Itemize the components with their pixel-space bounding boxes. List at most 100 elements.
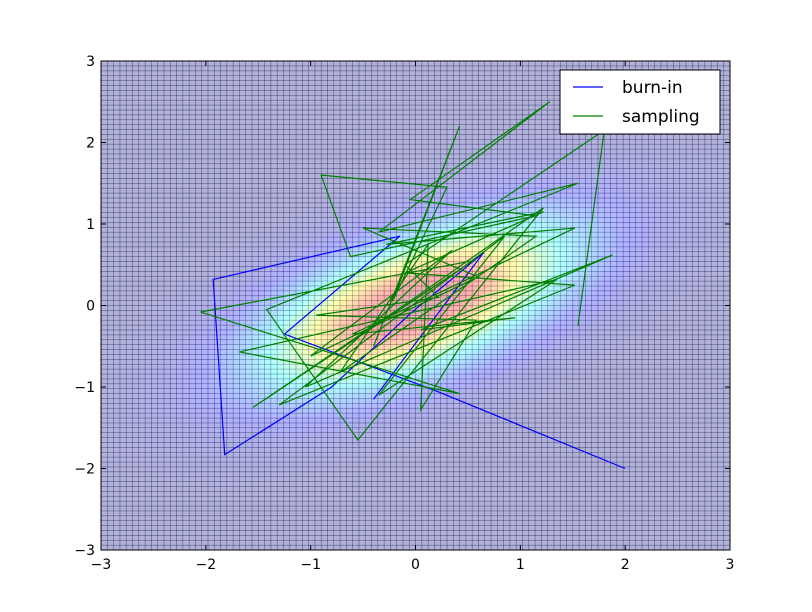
heatmap-cell [189, 100, 196, 106]
heatmap-cell [384, 105, 391, 111]
heatmap-cell [189, 481, 196, 487]
heatmap-cell [346, 271, 353, 277]
heatmap-cell [157, 114, 165, 121]
heatmap-cell [283, 163, 291, 169]
heatmap-cell [220, 388, 228, 394]
heatmap-cell [270, 505, 278, 512]
heatmap-cell [189, 437, 196, 443]
heatmap-cell [201, 325, 209, 331]
heatmap-cell [340, 378, 347, 385]
heatmap-cell [189, 290, 196, 297]
heatmap-cell [170, 124, 177, 130]
heatmap-cell [182, 349, 190, 355]
heatmap-cell [327, 90, 335, 96]
heatmap-cell [201, 510, 209, 517]
heatmap-cell [258, 310, 265, 316]
heatmap-cell [132, 520, 140, 526]
heatmap-cell [270, 237, 278, 243]
heatmap-cell [295, 139, 303, 145]
heatmap-cell [182, 329, 190, 336]
heatmap-cell [107, 413, 114, 419]
heatmap-cell [119, 85, 127, 91]
heatmap-cell [132, 334, 140, 341]
heatmap-cell [302, 442, 309, 448]
heatmap-cell [189, 491, 196, 497]
heatmap-cell [170, 183, 177, 189]
heatmap-cell [264, 525, 272, 531]
heatmap-cell [245, 476, 253, 482]
heatmap-cell [409, 124, 416, 130]
heatmap-cell [371, 109, 379, 116]
heatmap-cell [396, 80, 404, 86]
heatmap-cell [113, 413, 121, 419]
heatmap-cell [251, 496, 259, 502]
heatmap-cell [264, 476, 272, 482]
heatmap-cell [214, 378, 221, 385]
heatmap-cell [163, 129, 171, 135]
heatmap-cell [358, 100, 366, 106]
heatmap-cell [126, 520, 133, 526]
heatmap-cell [239, 271, 247, 277]
heatmap-cell [107, 168, 114, 174]
heatmap-cell [289, 329, 297, 336]
heatmap-cell [371, 369, 379, 375]
heatmap-cell [189, 408, 196, 414]
heatmap-cell [258, 383, 265, 390]
heatmap-cell [113, 437, 121, 443]
heatmap-cell [277, 325, 284, 331]
heatmap-cell [390, 334, 398, 341]
heatmap-cell [314, 237, 322, 243]
heatmap-cell [138, 339, 146, 346]
heatmap-cell [283, 369, 291, 375]
heatmap-cell [151, 432, 159, 438]
heatmap-cell [264, 114, 272, 121]
heatmap-cell [170, 344, 177, 350]
heatmap-cell [264, 540, 272, 546]
heatmap-cell [214, 491, 221, 497]
heatmap-cell [207, 452, 215, 458]
heatmap-cell [220, 496, 228, 502]
heatmap-cell [145, 359, 152, 365]
heatmap-cell [145, 300, 152, 306]
heatmap-cell [151, 246, 159, 253]
heatmap-cell [132, 325, 140, 331]
heatmap-cell [138, 295, 146, 302]
heatmap-cell [283, 290, 291, 297]
heatmap-cell [308, 417, 316, 424]
heatmap-cell [365, 95, 372, 101]
heatmap-cell [264, 422, 272, 429]
heatmap-cell [352, 486, 360, 492]
heatmap-cell [264, 173, 272, 179]
heatmap-cell [145, 149, 152, 155]
heatmap-cell [132, 246, 140, 253]
heatmap-cell [270, 466, 278, 473]
heatmap-cell [308, 393, 316, 399]
heatmap-cell [126, 325, 133, 331]
heatmap-cell [189, 178, 196, 184]
heatmap-cell [402, 422, 410, 429]
heatmap-cell [308, 540, 316, 546]
heatmap-cell [258, 525, 265, 531]
heatmap-cell [182, 271, 190, 277]
heatmap-cell [207, 295, 215, 302]
heatmap-cell [107, 80, 114, 86]
heatmap-cell [390, 383, 398, 390]
heatmap-cell [295, 212, 303, 218]
heatmap-cell [340, 290, 347, 297]
heatmap-cell [132, 476, 140, 482]
heatmap-cell [270, 334, 278, 341]
heatmap-cell [138, 70, 146, 77]
heatmap-cell [119, 217, 127, 223]
heatmap-cell [396, 119, 404, 125]
heatmap-cell [308, 124, 316, 130]
heatmap-cell [402, 545, 410, 550]
heatmap-cell [321, 413, 328, 419]
heatmap-cell [226, 149, 234, 155]
heatmap-cell [176, 359, 184, 365]
heatmap-cell [233, 237, 240, 243]
heatmap-cell [321, 281, 328, 287]
heatmap-cell [176, 95, 184, 101]
heatmap-cell [358, 237, 366, 243]
heatmap-cell [201, 202, 209, 209]
heatmap-cell [201, 285, 209, 292]
